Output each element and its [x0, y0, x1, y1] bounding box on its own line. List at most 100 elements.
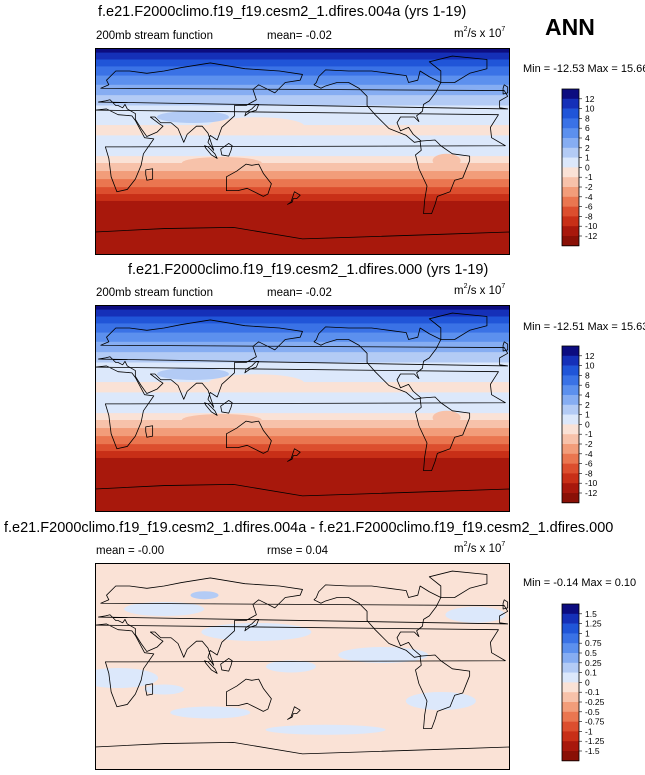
coastline	[244, 360, 260, 374]
colorbar-tick-label: 10	[585, 361, 595, 371]
colorbar-swatch	[562, 157, 579, 168]
colorbar-swatch	[562, 483, 579, 494]
colorbar-tick-label: -12	[585, 488, 598, 498]
colorbar-tick-label: 2	[585, 143, 590, 153]
colorbar-tick-label: -0.25	[585, 697, 605, 707]
field-band	[95, 332, 510, 343]
coastline	[313, 326, 442, 400]
field-band	[95, 66, 510, 77]
colorbar-swatch	[562, 138, 579, 149]
colorbar-swatch	[562, 751, 579, 762]
panel1-units: m2/s x 107	[454, 26, 506, 40]
colorbar-swatch	[562, 453, 579, 464]
colorbar-swatch	[562, 721, 579, 732]
coastline	[95, 623, 506, 708]
coastline	[415, 654, 471, 730]
colorbar-tick-label: -6	[585, 202, 593, 212]
coastline	[98, 319, 509, 408]
coastline	[145, 425, 154, 438]
colorbar-swatch	[562, 653, 579, 664]
colorbar-swatch	[562, 741, 579, 752]
coastline	[204, 660, 218, 674]
field-feature	[170, 706, 251, 719]
colorbar-tick-label: -4	[585, 449, 593, 459]
field-band	[95, 105, 510, 116]
colorbar-swatch	[562, 404, 579, 415]
colorbar-tick-label: 0.25	[585, 658, 602, 668]
panel2-title: f.e21.F2000climo.f19_f19.cesm2_1.dfires.…	[128, 262, 489, 278]
colorbar-swatch	[562, 414, 579, 425]
colorbar-swatch	[562, 424, 579, 435]
coastline	[226, 678, 272, 712]
colorbar-tick-label: -10	[585, 478, 598, 488]
colorbar-swatch	[562, 346, 579, 357]
colorbar-tick-label: 0.5	[585, 648, 597, 658]
field-band	[95, 200, 510, 255]
colorbar-tick-label: 0	[585, 419, 590, 429]
coastline	[428, 570, 488, 598]
colorbar-tick-label: -2	[585, 182, 593, 192]
panel2-units: m2/s x 107	[454, 283, 506, 297]
colorbar-tick-label: 4	[585, 133, 590, 143]
colorbar-swatch	[562, 604, 579, 615]
coastline	[98, 577, 509, 666]
field-band	[95, 428, 510, 437]
colorbar-swatch	[562, 118, 579, 129]
field-band	[95, 341, 510, 353]
field-band	[95, 171, 510, 180]
colorbar-tick-label: -4	[585, 192, 593, 202]
field-band	[95, 451, 510, 459]
panel3-mean: mean = -0.00	[96, 545, 165, 557]
colorbar-tick-label: 1.25	[585, 619, 602, 629]
coastline	[244, 103, 260, 117]
field-band	[95, 179, 510, 188]
field-band	[95, 457, 510, 512]
colorbar-swatch	[562, 633, 579, 644]
colorbar-tick-label: -0.1	[585, 687, 600, 697]
colorbar-swatch	[562, 623, 579, 634]
coastline	[204, 145, 218, 159]
season-label: ANN	[545, 14, 595, 40]
field-feature	[144, 684, 185, 695]
colorbar-tick-label: -2	[585, 439, 593, 449]
field-band	[95, 316, 510, 324]
field-band	[95, 305, 510, 311]
field-band	[95, 444, 510, 452]
coastline	[502, 599, 509, 610]
field-band	[95, 323, 510, 334]
field-band	[95, 309, 510, 317]
coastline	[95, 741, 510, 770]
colorbar-swatch	[562, 692, 579, 703]
panel1-mean-label: mean=	[267, 30, 303, 42]
coastline	[145, 683, 154, 696]
colorbar-tick-label: 12	[585, 94, 595, 104]
colorbar-tick-label: 8	[585, 113, 590, 123]
coastline	[502, 341, 509, 352]
colorbar-swatch	[562, 89, 579, 100]
coastline	[226, 163, 272, 197]
field-band	[95, 156, 510, 164]
field-band	[95, 420, 510, 429]
panel3-title: f.e21.F2000climo.f19_f19.cesm2_1.dfires.…	[4, 520, 614, 536]
colorbar-swatch	[562, 613, 579, 624]
colorbar-swatch	[562, 662, 579, 673]
colorbar-tick-label: -12	[585, 231, 598, 241]
field-band	[95, 84, 510, 96]
field-band	[95, 59, 510, 67]
colorbar-tick-label: 4	[585, 390, 590, 400]
coastline	[313, 584, 442, 658]
colorbar-swatch	[562, 236, 579, 247]
colorbar-swatch	[562, 444, 579, 455]
coastline	[428, 312, 488, 340]
field-feature	[156, 111, 229, 123]
colorbar-swatch	[562, 226, 579, 237]
field-band	[95, 187, 510, 195]
colorbar-tick-label: -1.25	[585, 736, 605, 746]
colorbar-swatch	[562, 98, 579, 109]
field-band	[95, 194, 510, 202]
field-band	[95, 135, 510, 147]
colorbar-swatch	[562, 365, 579, 376]
coastline	[145, 168, 154, 181]
colorbar-swatch	[562, 196, 579, 207]
colorbar-tick-label: -8	[585, 211, 593, 221]
